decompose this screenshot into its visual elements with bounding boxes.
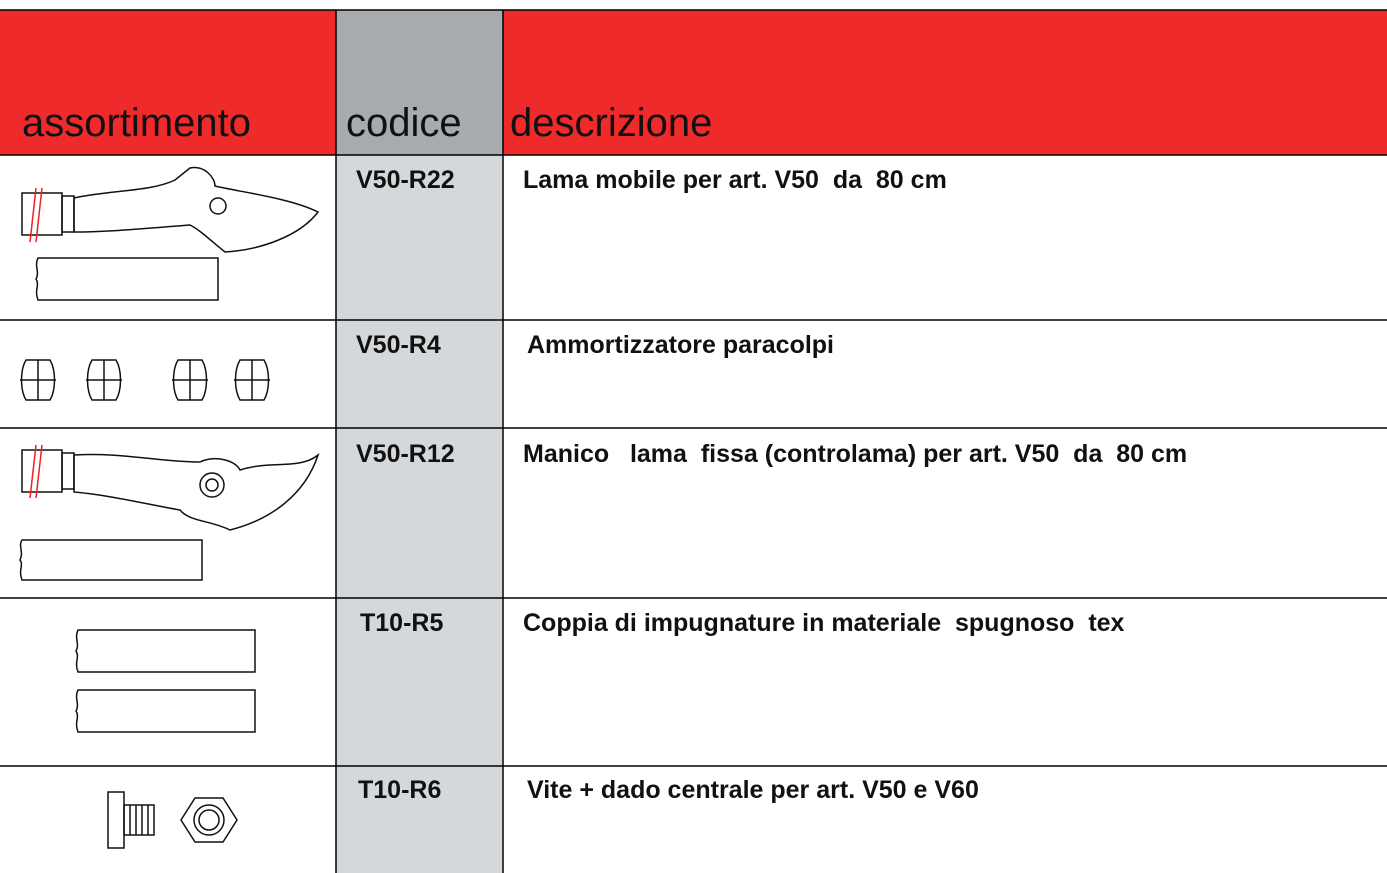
- code-cell: T10-R5: [360, 609, 443, 637]
- description-cell: Manico lama fissa (controlama) per art. …: [523, 440, 1187, 468]
- code-cell: V50-R12: [356, 440, 455, 468]
- header-cell: codice: [346, 101, 462, 145]
- code-cell: V50-R4: [356, 331, 441, 359]
- description-cell: Vite + dado centrale per art. V50 e V60: [527, 776, 979, 804]
- grid: [0, 9, 1387, 873]
- description-cell: Coppia di impugnature in materiale spugn…: [523, 609, 1125, 637]
- bumper-icons: [20, 359, 270, 401]
- code-cell: V50-R22: [356, 166, 455, 194]
- header-bg: [0, 10, 1387, 155]
- pruner-handle-icon: [19, 444, 320, 581]
- header-cell: assortimento: [22, 101, 251, 145]
- description-cell: Ammortizzatore paracolpi: [527, 331, 834, 359]
- header-cell: descrizione: [510, 101, 712, 145]
- description-cell: Lama mobile per art. V50 da 80 cm: [523, 166, 947, 194]
- header-code-bg: [336, 10, 503, 155]
- grip-icons: [75, 629, 256, 733]
- code-column-bg: [336, 155, 503, 873]
- pruner-blade-icon: [21, 166, 320, 301]
- bolt-nut-icon: [107, 791, 238, 849]
- code-cell: T10-R6: [358, 776, 441, 804]
